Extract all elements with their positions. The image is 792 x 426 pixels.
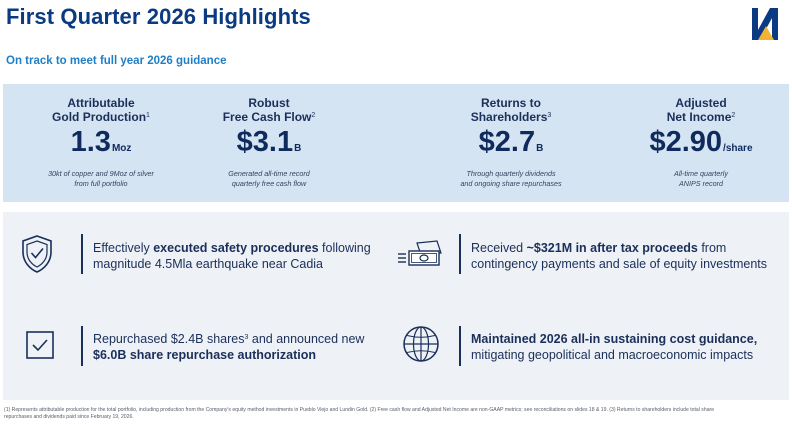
divider — [81, 326, 83, 366]
kpi-title: Robust Free Cash Flow2 — [222, 96, 316, 124]
kpi-title: Attributable Gold Production1 — [52, 96, 150, 124]
page-title: First Quarter 2026 Highlights — [6, 4, 311, 29]
cash-icon — [398, 240, 442, 266]
company-logo-icon — [752, 8, 778, 40]
kpi-note: All-time quarterly ANIPS record — [674, 169, 728, 188]
kpi-band: Attributable Gold Production1 1.3Moz 30k… — [3, 84, 789, 202]
shield-check-icon — [22, 235, 52, 273]
divider — [81, 234, 83, 274]
kpi-title: Adjusted Net Income2 — [666, 96, 736, 124]
highlight-buyback: Repurchased $2.4B shares3 and announced … — [3, 306, 393, 400]
kpi-value: 1.3Moz — [70, 126, 132, 158]
kpi-note: 30kt of copper and 9Moz of silver from fu… — [48, 169, 154, 188]
kpi-returns-to-shareholders: Returns to Shareholders3 $2.7B Through q… — [413, 84, 609, 202]
footnote: (1) Represents attributable production f… — [4, 407, 715, 420]
highlights-panel: Effectively executed safety procedures f… — [3, 212, 789, 400]
highlight-text: Repurchased $2.4B shares3 and announced … — [93, 332, 365, 362]
highlight-text: Effectively executed safety procedures f… — [93, 241, 371, 271]
highlight-text: Maintained 2026 all-in sustaining cost g… — [471, 332, 758, 362]
kpi-note: Through quarterly dividends and ongoing s… — [460, 169, 562, 188]
highlight-proceeds: Received ~$321M in after tax proceeds fr… — [395, 212, 789, 306]
divider — [459, 234, 461, 274]
kpi-note: Generated all-time record quarterly free … — [228, 169, 310, 188]
page-subtitle: On track to meet full year 2026 guidance — [6, 55, 227, 67]
kpi-adjusted-net-income: Adjusted Net Income2 $2.90/share All-tim… — [603, 84, 792, 202]
checkbox-icon — [26, 331, 54, 359]
kpi-value: $2.90/share — [649, 126, 753, 158]
kpi-free-cash-flow: Robust Free Cash Flow2 $3.1B Generated a… — [171, 84, 367, 202]
highlight-safety: Effectively executed safety procedures f… — [3, 212, 393, 306]
highlight-text: Received ~$321M in after tax proceeds fr… — [471, 241, 768, 271]
kpi-gold-production: Attributable Gold Production1 1.3Moz 30k… — [3, 84, 199, 202]
kpi-title: Returns to Shareholders3 — [470, 96, 552, 124]
highlight-guidance: Maintained 2026 all-in sustaining cost g… — [395, 306, 789, 400]
kpi-value: $2.7B — [478, 126, 544, 158]
divider — [459, 326, 461, 366]
kpi-value: $3.1B — [236, 126, 302, 158]
globe-icon — [403, 326, 439, 362]
